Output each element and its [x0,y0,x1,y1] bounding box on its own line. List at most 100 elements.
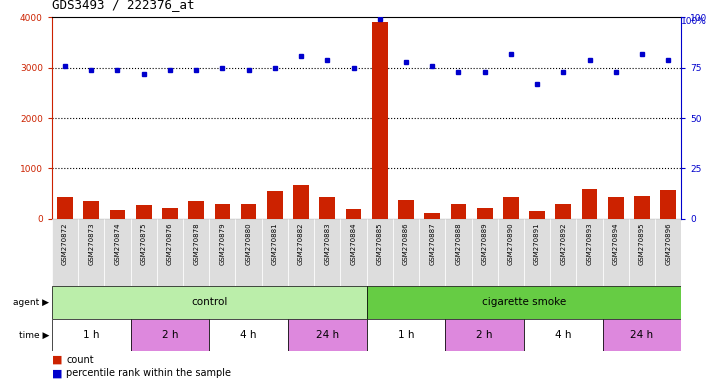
Bar [477,208,492,219]
Bar [131,319,209,351]
Text: GSM270883: GSM270883 [324,222,330,265]
Bar [209,319,288,351]
Text: GSM270884: GSM270884 [350,222,356,265]
Bar [366,286,681,319]
Bar [529,211,545,219]
FancyBboxPatch shape [78,219,105,286]
Bar [555,204,571,219]
Bar [634,196,650,219]
Text: 2 h: 2 h [477,330,493,340]
Bar [608,197,624,219]
Bar [52,319,131,351]
FancyBboxPatch shape [497,219,524,286]
FancyBboxPatch shape [157,219,183,286]
FancyBboxPatch shape [183,219,209,286]
Text: GSM270876: GSM270876 [167,222,173,265]
Text: ■: ■ [52,369,63,379]
Text: GDS3493 / 222376_at: GDS3493 / 222376_at [52,0,195,12]
Text: ■: ■ [52,355,63,365]
Text: GSM270882: GSM270882 [298,222,304,265]
Text: GSM270894: GSM270894 [613,222,619,265]
Bar [188,201,204,219]
FancyBboxPatch shape [446,219,472,286]
Text: 1 h: 1 h [398,330,415,340]
Bar [446,319,524,351]
Bar [84,201,99,219]
Text: control: control [191,297,227,308]
Text: GSM270881: GSM270881 [272,222,278,265]
Text: GSM270875: GSM270875 [141,222,146,265]
Text: time ▶: time ▶ [19,331,49,339]
Text: count: count [66,355,94,365]
FancyBboxPatch shape [603,219,629,286]
FancyBboxPatch shape [629,219,655,286]
Text: GSM270872: GSM270872 [62,222,68,265]
Text: agent ▶: agent ▶ [13,298,49,307]
Text: GSM270892: GSM270892 [560,222,566,265]
Bar [288,319,366,351]
FancyBboxPatch shape [524,219,550,286]
FancyBboxPatch shape [393,219,419,286]
Bar [524,319,603,351]
Bar [215,204,230,219]
Bar [57,197,73,219]
Text: 24 h: 24 h [316,330,339,340]
Text: GSM270896: GSM270896 [665,222,671,265]
FancyBboxPatch shape [236,219,262,286]
FancyBboxPatch shape [366,219,393,286]
FancyBboxPatch shape [131,219,157,286]
Text: 2 h: 2 h [162,330,178,340]
FancyBboxPatch shape [340,219,366,286]
Bar [503,197,518,219]
FancyBboxPatch shape [262,219,288,286]
Bar [136,205,151,219]
Bar [110,210,125,219]
Text: GSM270889: GSM270889 [482,222,487,265]
FancyBboxPatch shape [419,219,446,286]
Bar [293,185,309,219]
Text: GSM270890: GSM270890 [508,222,514,265]
Text: GSM270878: GSM270878 [193,222,199,265]
FancyBboxPatch shape [472,219,497,286]
Text: GSM270879: GSM270879 [219,222,226,265]
FancyBboxPatch shape [576,219,603,286]
Bar [451,204,466,219]
FancyBboxPatch shape [655,219,681,286]
FancyBboxPatch shape [288,219,314,286]
FancyBboxPatch shape [314,219,340,286]
Text: GSM270893: GSM270893 [587,222,593,265]
Text: GSM270885: GSM270885 [377,222,383,265]
FancyBboxPatch shape [52,219,78,286]
Text: GSM270895: GSM270895 [639,222,645,265]
FancyBboxPatch shape [209,219,236,286]
Text: 4 h: 4 h [555,330,572,340]
FancyBboxPatch shape [105,219,131,286]
Bar [345,209,361,219]
Text: 100%: 100% [681,17,707,26]
Text: 24 h: 24 h [630,330,653,340]
Text: GSM270874: GSM270874 [115,222,120,265]
Bar [660,190,676,219]
FancyBboxPatch shape [550,219,576,286]
Bar [366,319,446,351]
Bar [52,286,366,319]
Text: GSM270873: GSM270873 [88,222,94,265]
Text: GSM270880: GSM270880 [246,222,252,265]
Bar [425,213,440,219]
Text: GSM270886: GSM270886 [403,222,409,265]
Bar [267,191,283,219]
Text: 1 h: 1 h [83,330,99,340]
Bar [319,197,335,219]
Bar [372,22,388,219]
Text: GSM270891: GSM270891 [534,222,540,265]
Bar [162,208,178,219]
Bar [398,200,414,219]
Bar [603,319,681,351]
Text: cigarette smoke: cigarette smoke [482,297,566,308]
Text: 4 h: 4 h [240,330,257,340]
Bar [582,189,598,219]
Text: GSM270887: GSM270887 [429,222,435,265]
Bar [241,204,257,219]
Text: GSM270888: GSM270888 [456,222,461,265]
Text: percentile rank within the sample: percentile rank within the sample [66,369,231,379]
